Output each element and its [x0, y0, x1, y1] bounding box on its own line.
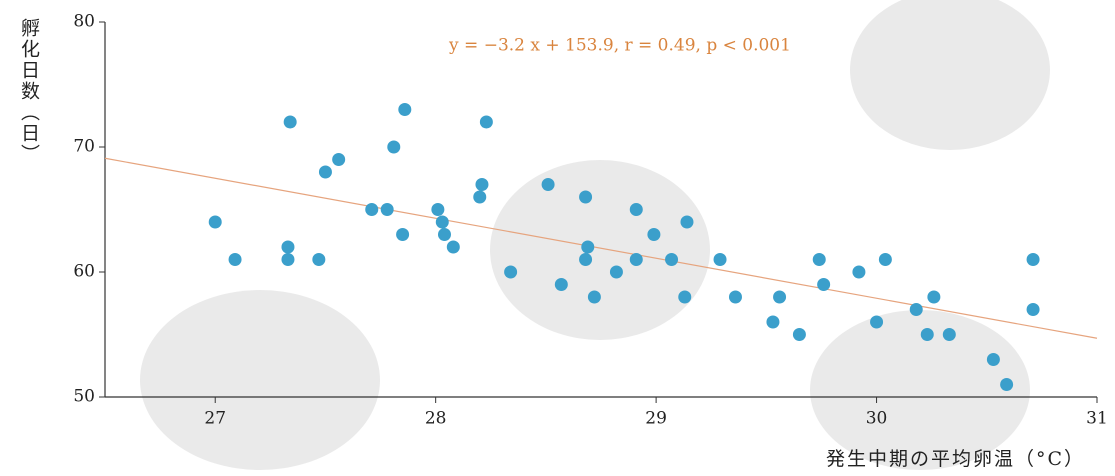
y-axis-label: 孵化日数（日）: [18, 18, 40, 165]
data-point: [817, 278, 830, 291]
data-point: [438, 228, 451, 241]
data-point: [431, 203, 444, 216]
data-point: [319, 166, 332, 179]
data-point: [579, 191, 592, 204]
data-point: [813, 253, 826, 266]
x-axis-label: 発生中期の平均卵温（°C）: [826, 448, 1085, 470]
data-point: [714, 253, 727, 266]
y-tick-label: 60: [73, 262, 95, 282]
data-point: [480, 116, 493, 129]
data-point: [588, 291, 601, 304]
data-point: [284, 116, 297, 129]
data-point: [766, 316, 779, 329]
y-tick-label: 50: [73, 387, 95, 407]
data-point: [387, 141, 400, 154]
data-point: [475, 178, 488, 191]
data-point: [678, 291, 691, 304]
data-point: [555, 278, 568, 291]
data-point: [281, 241, 294, 254]
data-point: [910, 303, 923, 316]
data-point: [610, 266, 623, 279]
data-point: [447, 241, 460, 254]
x-tick-label: 30: [866, 409, 888, 429]
data-point: [209, 216, 222, 229]
data-point: [630, 203, 643, 216]
data-point: [1027, 303, 1040, 316]
data-point: [680, 216, 693, 229]
y-tick-label: 80: [73, 12, 95, 32]
regression-annotation: y = −3.2 x + 153.9, r = 0.49, p < 0.001: [448, 36, 791, 56]
data-point: [665, 253, 678, 266]
data-point: [1000, 378, 1013, 391]
chart: y = −3.2 x + 153.9, r = 0.49, p < 0.001 …: [0, 0, 1115, 476]
data-point: [773, 291, 786, 304]
y-tick-label: 70: [73, 137, 95, 157]
data-point: [879, 253, 892, 266]
x-tick-label: 31: [1086, 409, 1108, 429]
background-photo: [140, 0, 1050, 470]
data-point: [365, 203, 378, 216]
data-point: [332, 153, 345, 166]
data-point: [729, 291, 742, 304]
data-point: [852, 266, 865, 279]
x-tick-label: 27: [204, 409, 226, 429]
data-point: [396, 228, 409, 241]
data-point: [987, 353, 1000, 366]
x-tick-label: 29: [645, 409, 667, 429]
data-point: [943, 328, 956, 341]
data-point: [927, 291, 940, 304]
data-point: [542, 178, 555, 191]
data-point: [579, 253, 592, 266]
data-point: [647, 228, 660, 241]
data-point: [436, 216, 449, 229]
data-point: [381, 203, 394, 216]
data-point: [630, 253, 643, 266]
data-point: [229, 253, 242, 266]
data-point: [581, 241, 594, 254]
data-point: [473, 191, 486, 204]
data-point: [281, 253, 294, 266]
data-point: [1027, 253, 1040, 266]
x-tick-label: 28: [425, 409, 447, 429]
data-point: [398, 103, 411, 116]
data-point: [312, 253, 325, 266]
data-point: [870, 316, 883, 329]
data-point: [921, 328, 934, 341]
data-point: [504, 266, 517, 279]
data-point: [793, 328, 806, 341]
